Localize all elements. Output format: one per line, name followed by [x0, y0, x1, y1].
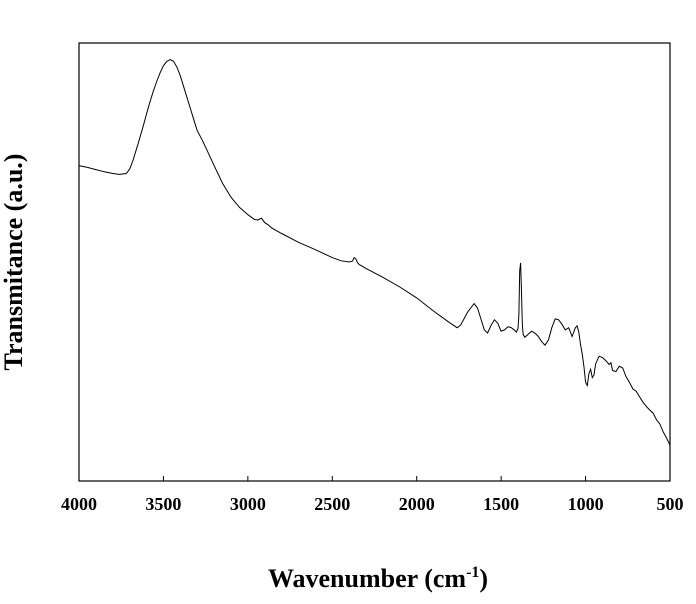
x-axis-title: Wavenumber (cm-1) [268, 564, 488, 593]
x-tick-label: 3500 [145, 494, 181, 514]
x-tick-label: 500 [657, 494, 684, 514]
x-tick-label: 4000 [61, 494, 97, 514]
series-line [78, 59, 671, 446]
x-axis-tick-labels: 4000 3500 3000 2500 2000 1500 1000 500 [61, 494, 684, 514]
x-tick-label: 1000 [568, 494, 604, 514]
plot-frame [78, 42, 671, 482]
x-axis-title-close: ) [479, 564, 488, 593]
x-axis-title-main: Wavenumber (cm [268, 564, 466, 593]
x-axis-title-superscript: -1 [466, 564, 479, 581]
x-tick-label: 1500 [483, 494, 519, 514]
y-axis-title: Transmitance (a.u.) [0, 154, 28, 371]
x-tick-label: 2000 [399, 494, 435, 514]
x-tick-label: 3000 [230, 494, 266, 514]
x-axis-ticks [78, 476, 671, 481]
x-tick-label: 2500 [314, 494, 350, 514]
